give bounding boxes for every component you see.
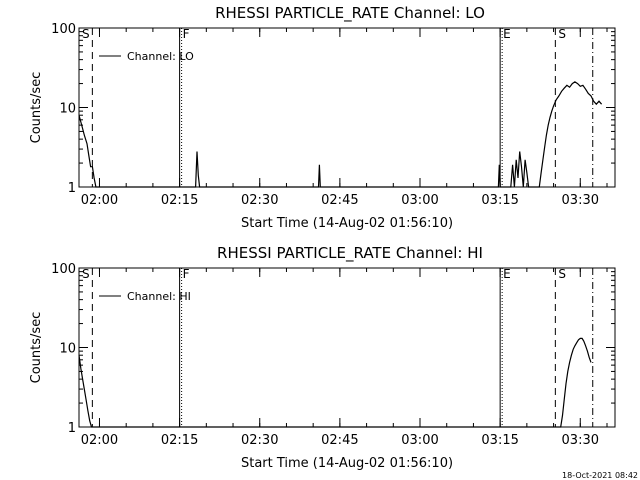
y-tick-label: 100 [51, 262, 76, 277]
legend-label: Channel: LO [127, 50, 194, 63]
x-tick-label: 03:15 [481, 193, 518, 208]
marker-label: F [183, 27, 190, 41]
legend-label: Channel: HI [127, 290, 191, 303]
marker-label: S [82, 267, 90, 281]
panel-hi: RHESSI PARTICLE_RATE Channel: HI 02:00 02:… [29, 244, 616, 471]
x-tick-label: 02:45 [321, 193, 358, 208]
x-tick-label: 02:15 [161, 193, 198, 208]
y-axis-label: Counts/sec [29, 312, 44, 384]
x-axis-label: Start Time (14-Aug-02 01:56:10) [241, 216, 453, 231]
x-tick-label: 02:00 [81, 433, 118, 448]
x-tick-label: 03:00 [401, 433, 438, 448]
x-tick-label: 02:45 [321, 433, 358, 448]
series-line [78, 337, 592, 428]
chart-title: RHESSI PARTICLE_RATE Channel: HI [217, 244, 483, 263]
chart-title: RHESSI PARTICLE_RATE Channel: LO [215, 4, 485, 23]
y-tick-label: 1 [68, 181, 76, 196]
x-tick-label: 02:00 [81, 193, 118, 208]
marker-label: E [503, 27, 511, 41]
x-tick-label: 02:15 [161, 433, 198, 448]
marker-label: S [558, 27, 566, 41]
y-tick-label: 100 [51, 22, 76, 37]
y-tick-label: 1 [68, 421, 76, 436]
x-tick-label: 03:30 [562, 433, 599, 448]
y-tick-label: 10 [59, 342, 76, 357]
marker-label: S [82, 27, 90, 41]
timestamp-label: 18-Oct-2021 08:42 [562, 471, 638, 480]
y-tick-label: 10 [59, 102, 76, 117]
x-tick-label: 02:30 [241, 433, 278, 448]
marker-label: E [503, 267, 511, 281]
x-axis-label: Start Time (14-Aug-02 01:56:10) [241, 456, 453, 471]
panel-lo: RHESSI PARTICLE_RATE Channel: LO 02:00 02:… [29, 4, 616, 231]
series-line [78, 81, 603, 188]
marker-label: F [183, 267, 190, 281]
marker-label: S [558, 267, 566, 281]
y-axis-label: Counts/sec [29, 72, 44, 144]
x-tick-label: 03:00 [401, 193, 438, 208]
x-tick-label: 03:15 [481, 433, 518, 448]
x-tick-label: 02:30 [241, 193, 278, 208]
x-tick-label: 03:30 [562, 193, 599, 208]
